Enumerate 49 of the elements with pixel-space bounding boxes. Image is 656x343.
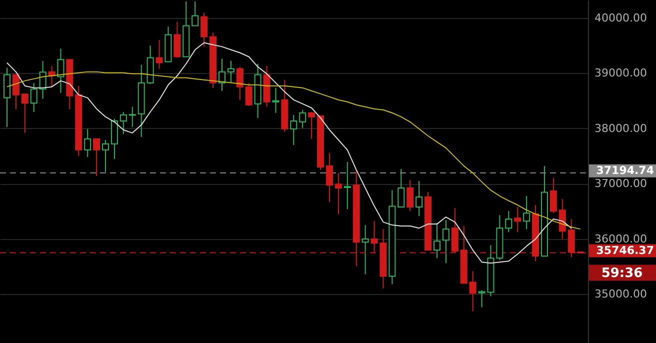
candlestick [156,40,163,70]
candlestick [57,48,64,94]
candlestick [558,198,566,240]
candlestick [523,196,530,230]
y-tick-label: 39000.00 [594,66,647,80]
candlestick [299,109,306,128]
y-tick-label: 37000.00 [594,177,647,190]
candlestick [469,270,476,312]
candlestick [550,177,557,214]
candlestick [433,222,440,259]
ref-line-label: 37194.74 [596,164,654,177]
candlestick [3,67,10,128]
y-tick-label: 35000.00 [594,287,647,300]
candlestick [236,66,244,100]
candlestick [290,114,298,146]
text: 59:36 [601,266,643,281]
candlestick [326,152,333,203]
candlestick [218,58,226,92]
candlestick [110,118,118,160]
y-tick-label: 40000.00 [594,11,647,24]
candlestick [12,74,20,110]
candlestick [30,82,38,112]
candlestick [128,106,136,128]
candlestick [272,87,280,114]
candlestick [362,224,369,275]
candlestick [308,111,316,140]
candlestick [200,12,208,48]
candlestick [174,21,181,58]
candlestick [344,161,351,210]
candlestick [334,172,342,215]
candlestick [102,139,110,172]
candlestick [398,168,405,208]
candlestick [84,128,92,158]
candlestick [406,180,414,212]
ref-line-label: 35746.37 [596,244,654,257]
candlestick [568,218,575,258]
y-tick-label: 38000.00 [594,122,647,135]
candlestick [451,208,458,254]
candlestick [514,206,522,233]
candlestick [21,94,28,134]
line-series [6,42,572,264]
candlestick [93,138,100,176]
candlestick [505,210,512,233]
candlestick [442,220,450,264]
candlestick [416,180,423,217]
y-tick-label: 36000.00 [594,232,647,246]
candlestick [227,60,234,84]
candlestick [120,111,127,134]
candlestick [245,82,252,106]
